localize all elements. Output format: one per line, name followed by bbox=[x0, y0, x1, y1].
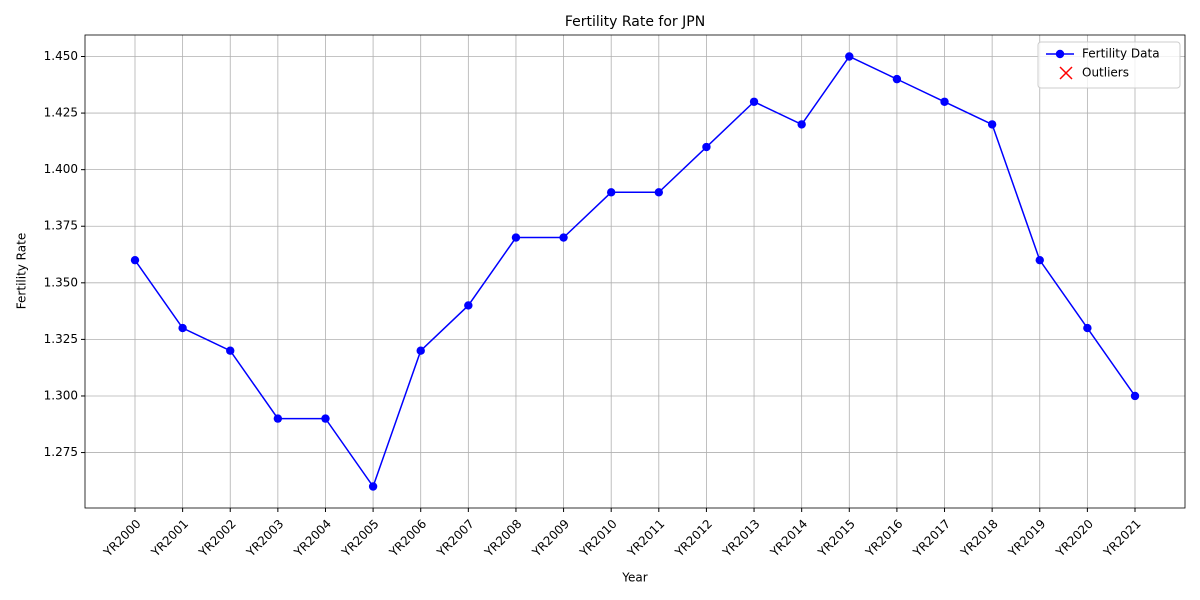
data-point bbox=[559, 233, 568, 242]
data-point bbox=[606, 188, 616, 197]
data-point bbox=[130, 255, 140, 265]
data-point bbox=[368, 482, 378, 491]
data-point bbox=[1130, 391, 1140, 401]
y-tick-label: 1.300 bbox=[44, 388, 78, 402]
chart-title: Fertility Rate for JPN bbox=[565, 14, 705, 30]
legend-marker bbox=[1059, 66, 1073, 80]
x-tick-label: YR2014 bbox=[767, 517, 810, 560]
data-point bbox=[987, 120, 997, 129]
x-tick-label: YR2001 bbox=[148, 517, 191, 560]
y-tick-label: 1.375 bbox=[44, 219, 78, 233]
x-tick-label: YR2008 bbox=[481, 517, 524, 560]
x-tick-label: YR2009 bbox=[529, 517, 572, 560]
y-tick-label: 1.275 bbox=[44, 445, 78, 459]
legend-label: Outliers bbox=[1082, 66, 1129, 80]
x-tick-label: YR2016 bbox=[862, 517, 905, 560]
x-tick-label: YR2006 bbox=[386, 517, 429, 560]
x-tick-label: YR2000 bbox=[100, 517, 143, 560]
data-point bbox=[464, 301, 473, 310]
y-tick-label: 1.450 bbox=[44, 49, 78, 63]
data-line bbox=[134, 55, 1136, 489]
y-tick-label: 1.400 bbox=[44, 162, 78, 176]
data-point bbox=[1035, 255, 1044, 265]
x-tick-label: YR2017 bbox=[910, 517, 953, 560]
legend-marker bbox=[1055, 49, 1065, 59]
x-tick-label: YR2020 bbox=[1053, 517, 1096, 560]
x-tick-label: YR2003 bbox=[243, 517, 286, 560]
x-tick-label: YR2015 bbox=[815, 517, 858, 560]
data-point bbox=[1083, 323, 1092, 333]
x-tick-label: YR2018 bbox=[957, 517, 1000, 560]
legend-label: Fertility Data bbox=[1082, 47, 1160, 61]
data-point bbox=[273, 414, 283, 423]
x-tick-label: YR2007 bbox=[434, 517, 477, 560]
y-tick-label: 1.325 bbox=[44, 332, 78, 346]
data-point bbox=[226, 346, 235, 355]
x-tick-label: YR2012 bbox=[672, 517, 715, 560]
plot-frame bbox=[84, 34, 1186, 509]
x-tick-label: YR2010 bbox=[576, 517, 619, 560]
x-tick-label: YR2011 bbox=[624, 517, 667, 560]
data-point bbox=[845, 52, 854, 61]
data-point bbox=[321, 414, 330, 423]
y-tick-label: 1.425 bbox=[44, 106, 78, 120]
x-tick-label: YR2013 bbox=[719, 517, 762, 560]
x-axis-label: Year bbox=[621, 571, 647, 585]
y-axis-label: Fertility Rate bbox=[15, 233, 29, 309]
data-point bbox=[511, 233, 521, 242]
x-tick-label: YR2004 bbox=[291, 517, 334, 560]
data-point bbox=[702, 142, 711, 152]
x-tick-label: YR2005 bbox=[338, 517, 381, 560]
data-point bbox=[892, 74, 902, 84]
data-point bbox=[178, 323, 187, 333]
x-tick-label: YR2002 bbox=[196, 517, 239, 560]
data-point bbox=[654, 188, 664, 197]
data-point bbox=[940, 97, 949, 106]
x-tick-label: YR2021 bbox=[1100, 517, 1143, 560]
data-point bbox=[797, 120, 806, 129]
data-point bbox=[749, 97, 759, 106]
y-tick-label: 1.350 bbox=[44, 275, 78, 289]
data-point bbox=[416, 346, 425, 355]
legend: Fertility Data Outliers bbox=[1037, 41, 1181, 89]
x-tick-label: YR2019 bbox=[1005, 517, 1048, 560]
